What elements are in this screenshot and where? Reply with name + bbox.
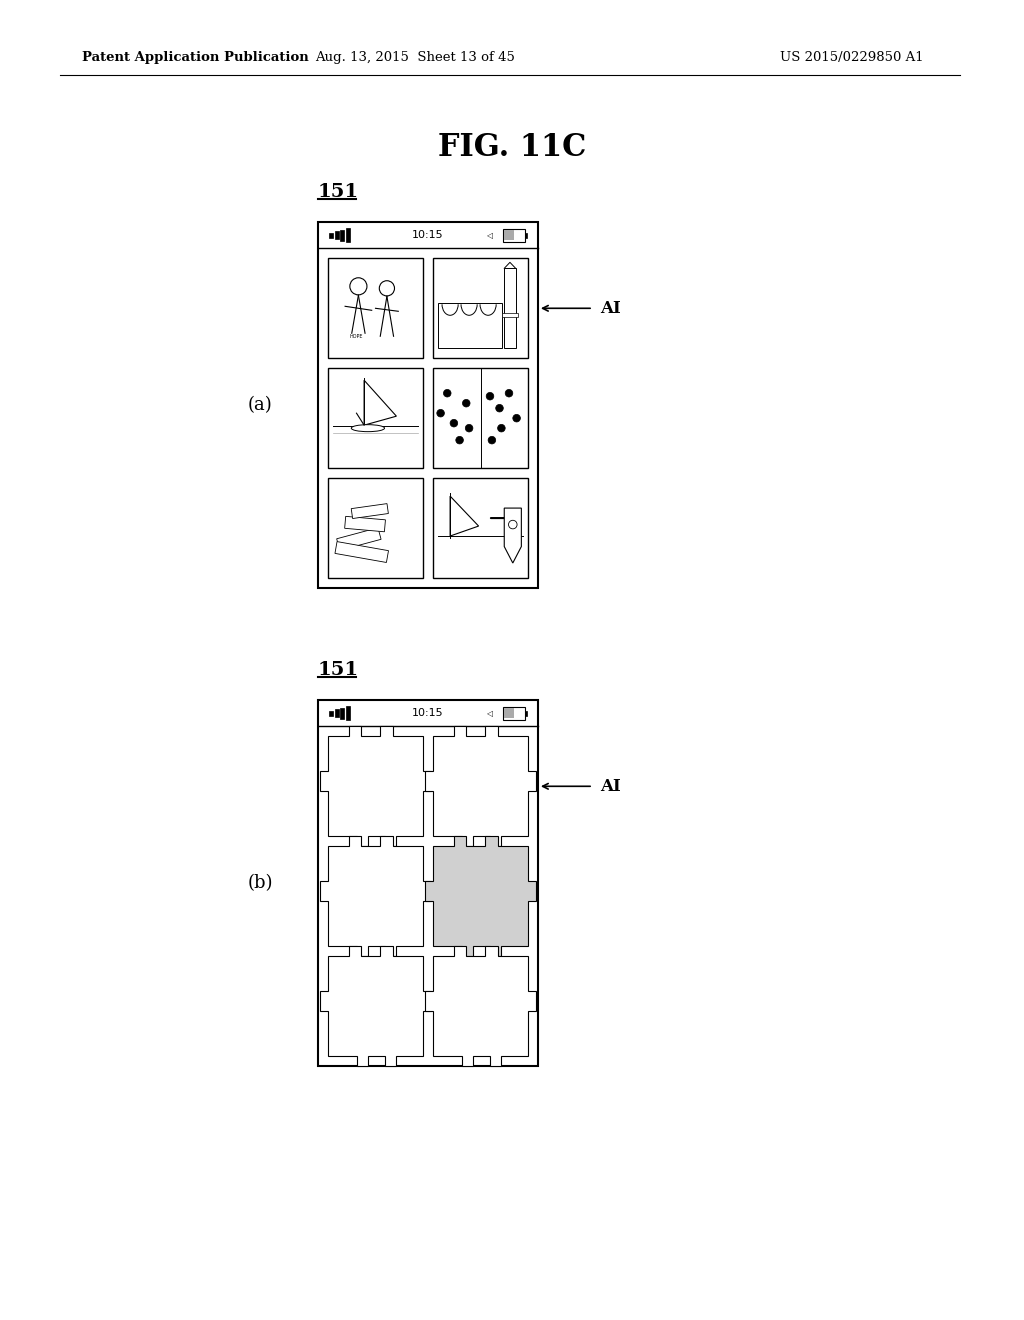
Bar xyxy=(340,708,344,718)
Circle shape xyxy=(350,277,367,294)
Text: (a): (a) xyxy=(248,396,272,414)
Circle shape xyxy=(379,281,394,296)
Polygon shape xyxy=(451,496,478,536)
Circle shape xyxy=(498,424,505,432)
Circle shape xyxy=(465,424,473,432)
Polygon shape xyxy=(365,380,396,425)
Text: AI: AI xyxy=(600,777,621,795)
Bar xyxy=(351,504,388,519)
Bar xyxy=(433,478,528,578)
Polygon shape xyxy=(321,946,431,1067)
Text: 10:15: 10:15 xyxy=(413,230,443,240)
Bar xyxy=(318,222,538,587)
Text: HOPE: HOPE xyxy=(350,334,364,339)
Bar xyxy=(329,711,333,715)
Circle shape xyxy=(463,400,470,407)
Text: 151: 151 xyxy=(318,183,359,201)
Bar xyxy=(346,706,350,721)
Bar xyxy=(335,231,339,239)
Text: FIG. 11C: FIG. 11C xyxy=(438,132,586,164)
Text: US 2015/0229850 A1: US 2015/0229850 A1 xyxy=(780,51,924,65)
Bar xyxy=(504,708,514,718)
Bar xyxy=(340,230,344,240)
Bar xyxy=(346,228,350,243)
Circle shape xyxy=(443,389,451,397)
Ellipse shape xyxy=(351,425,385,432)
Text: AI: AI xyxy=(600,300,621,317)
Text: ◁: ◁ xyxy=(486,709,493,718)
Polygon shape xyxy=(321,726,431,846)
Bar xyxy=(328,368,423,469)
Bar xyxy=(503,313,517,317)
Polygon shape xyxy=(321,837,431,956)
Circle shape xyxy=(456,437,464,444)
Circle shape xyxy=(486,392,494,400)
Polygon shape xyxy=(504,508,521,564)
Bar xyxy=(329,232,333,238)
Bar xyxy=(335,709,339,717)
Bar xyxy=(433,259,528,358)
Bar xyxy=(504,230,514,240)
Bar xyxy=(335,541,388,562)
Bar xyxy=(524,232,527,238)
Bar xyxy=(337,528,381,550)
Polygon shape xyxy=(425,726,536,846)
Circle shape xyxy=(488,437,496,444)
Bar xyxy=(433,368,528,469)
Polygon shape xyxy=(425,946,536,1067)
Circle shape xyxy=(496,404,504,412)
Polygon shape xyxy=(425,837,536,956)
Bar xyxy=(503,706,524,719)
Text: 10:15: 10:15 xyxy=(413,708,443,718)
Text: ◁: ◁ xyxy=(486,231,493,240)
Circle shape xyxy=(505,389,513,397)
Text: (b): (b) xyxy=(247,874,272,892)
Bar xyxy=(328,478,423,578)
Bar xyxy=(503,228,524,242)
Bar xyxy=(437,304,503,348)
Circle shape xyxy=(451,420,458,426)
Bar xyxy=(504,268,516,348)
Text: Aug. 13, 2015  Sheet 13 of 45: Aug. 13, 2015 Sheet 13 of 45 xyxy=(315,51,515,65)
Circle shape xyxy=(437,409,444,417)
Bar xyxy=(524,710,527,715)
Bar xyxy=(318,700,538,1067)
Text: 151: 151 xyxy=(318,661,359,678)
Bar xyxy=(328,259,423,358)
Bar xyxy=(345,516,385,532)
Text: Patent Application Publication: Patent Application Publication xyxy=(82,51,309,65)
Circle shape xyxy=(513,414,520,422)
